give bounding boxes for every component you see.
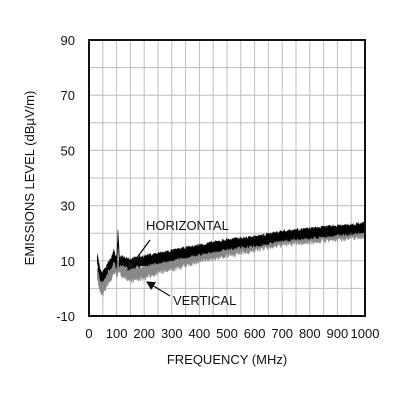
x-tick-label: 300 xyxy=(161,326,183,341)
x-axis-title: FREQUENCY (MHz) xyxy=(167,352,287,367)
x-tick-label: 500 xyxy=(216,326,238,341)
annotation-vertical: VERTICAL xyxy=(173,293,236,308)
x-tick-label: 800 xyxy=(299,326,321,341)
x-tick-label: 700 xyxy=(271,326,293,341)
annotation-horizontal: HORIZONTAL xyxy=(146,218,229,233)
y-tick-label: 90 xyxy=(61,33,75,48)
y-tick-label: 10 xyxy=(61,254,75,269)
y-tick-label: 30 xyxy=(61,199,75,214)
annotations: HORIZONTAL VERTICAL xyxy=(127,218,236,308)
y-tick-label: 70 xyxy=(61,88,75,103)
x-tick-label: 1000 xyxy=(351,326,380,341)
y-tick-label: -10 xyxy=(56,309,75,324)
annotation-arrow-horizontal xyxy=(127,239,151,272)
x-tick-label: 100 xyxy=(106,326,128,341)
x-tick-labels: 0 100 200 300 400 500 600 700 800 900 1000 xyxy=(85,326,379,341)
series-horizontal xyxy=(97,221,366,283)
y-tick-labels: -10 10 30 50 70 90 xyxy=(56,33,75,324)
series-layer xyxy=(97,221,366,297)
x-tick-label: 400 xyxy=(189,326,211,341)
y-tick-label: 50 xyxy=(61,143,75,158)
x-tick-label: 900 xyxy=(327,326,349,341)
y-axis-title: EMISSIONS LEVEL (dBµV/m) xyxy=(22,91,37,266)
x-tick-label: 600 xyxy=(244,326,266,341)
x-tick-label: 0 xyxy=(85,326,92,341)
x-tick-label: 200 xyxy=(133,326,155,341)
annotation-arrow-vertical xyxy=(145,281,171,297)
plot-frame xyxy=(88,39,366,317)
